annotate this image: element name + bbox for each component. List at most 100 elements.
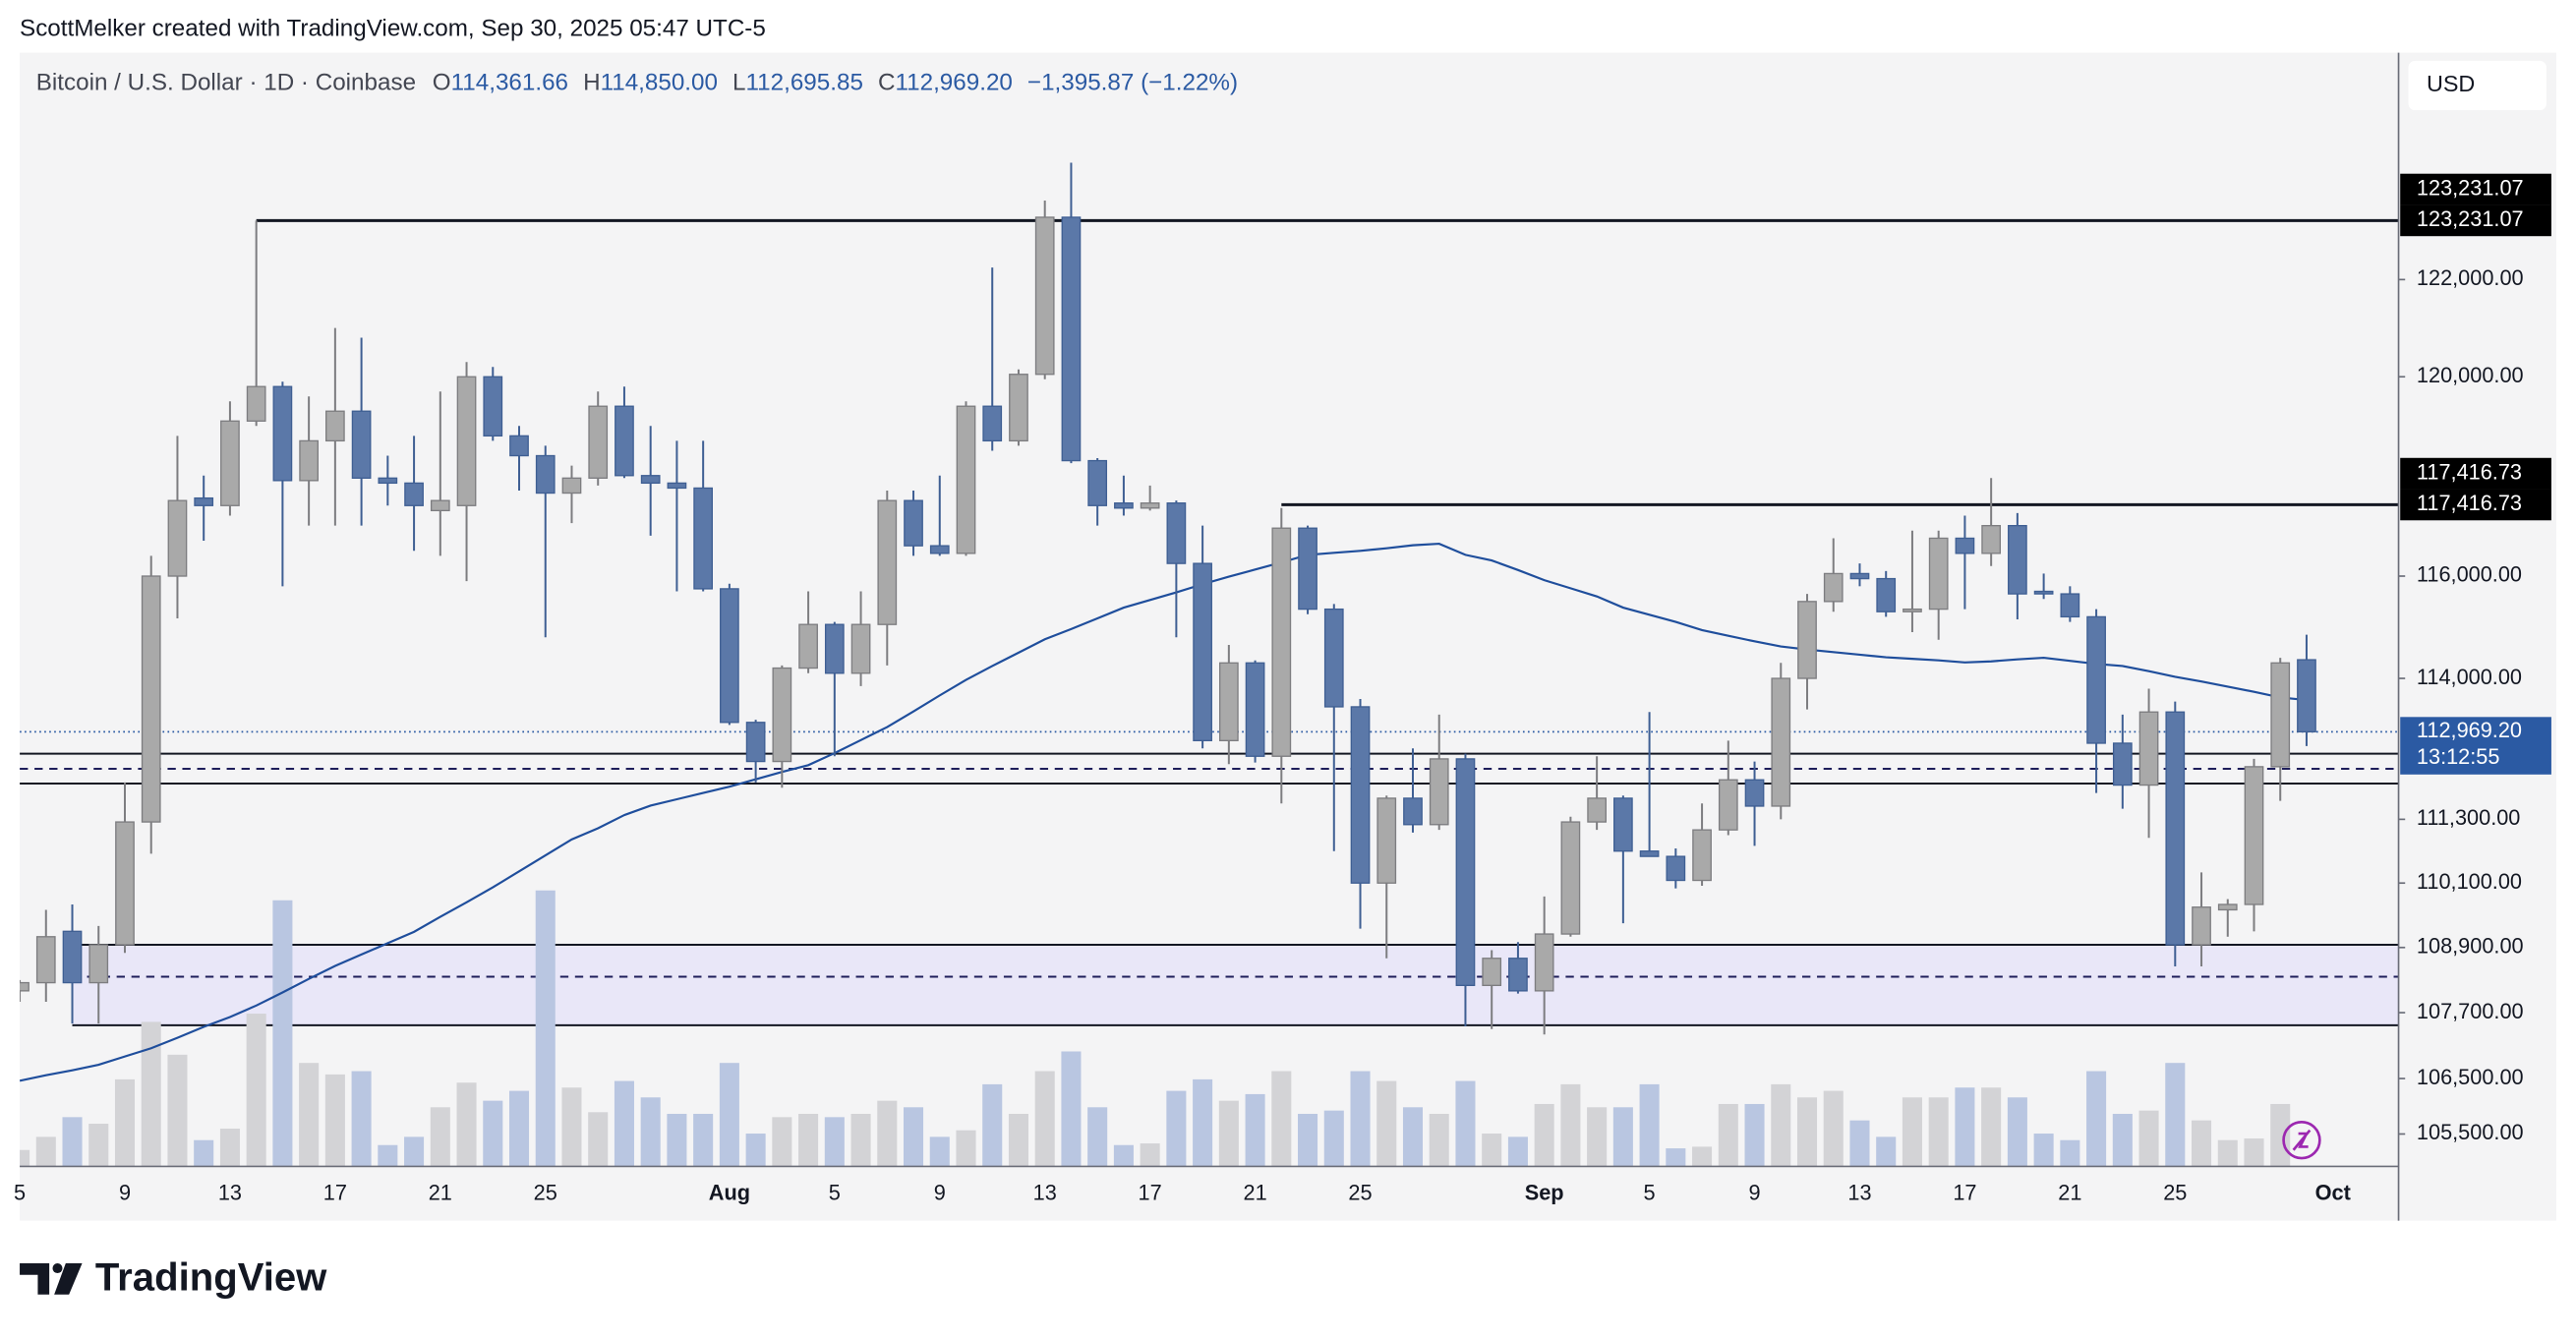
volume-bar <box>1113 1144 1134 1167</box>
volume-bar <box>1008 1113 1028 1167</box>
x-tick-label: 13 <box>1847 1181 1871 1205</box>
level-label: 117,416.73 <box>2417 459 2522 484</box>
icon-ring[interactable] <box>2282 1121 2321 1160</box>
candle-body <box>2033 590 2054 595</box>
volume-bar <box>1402 1107 1424 1167</box>
logo-mark <box>20 1263 50 1295</box>
candle-body <box>194 496 214 506</box>
candle-body <box>1061 216 1082 462</box>
volume-bar <box>1271 1071 1292 1167</box>
candle-body <box>62 930 83 984</box>
volume-bar <box>1796 1097 1818 1167</box>
candle-body <box>299 439 319 482</box>
x-tick-label: 9 <box>119 1181 131 1205</box>
candle-body <box>1928 537 1949 611</box>
volume-bar <box>1876 1136 1897 1167</box>
volume-bar <box>1928 1097 1949 1167</box>
volume-bar <box>2086 1071 2107 1167</box>
candle-body <box>1218 662 1239 741</box>
candle-body <box>115 821 135 946</box>
x-tick-label: 25 <box>534 1181 557 1205</box>
volume-bar <box>2033 1134 2054 1167</box>
candle-body <box>2112 742 2133 786</box>
y-tick-label: 122,000.00 <box>2417 265 2524 290</box>
moving-average <box>20 542 2308 1082</box>
volume-bar <box>508 1090 530 1167</box>
volume-bar <box>904 1107 924 1167</box>
candle-body <box>1587 797 1607 823</box>
candle-body <box>1534 933 1554 992</box>
candle-body <box>1692 829 1712 882</box>
candle-body <box>535 454 556 495</box>
candle-body <box>404 482 424 506</box>
volume-bar <box>1507 1136 1528 1167</box>
candle-body <box>2244 766 2264 905</box>
assistant-icon[interactable] <box>2282 1121 2321 1160</box>
candle-body <box>167 499 188 577</box>
candle-body <box>35 936 56 984</box>
volume-bar <box>35 1136 56 1167</box>
x-tick-label: 21 <box>2058 1181 2081 1205</box>
current-price-box <box>2400 717 2551 775</box>
candle-body <box>2086 615 2106 744</box>
volume-bar <box>1166 1090 1187 1167</box>
axes: 122,000.00 120,000.00 116,000.00 114,000.00… <box>14 173 2551 1205</box>
candle-body <box>1482 958 1502 987</box>
volume-bar <box>430 1107 450 1167</box>
logo-dot <box>52 1263 63 1274</box>
volume-bar <box>2244 1138 2264 1167</box>
volume-bar <box>1955 1087 1975 1167</box>
candle-body <box>2008 524 2027 595</box>
volume-bar <box>1666 1148 1686 1167</box>
legend-value: 112,695.85 <box>746 70 863 96</box>
volume-bar <box>1718 1103 1738 1167</box>
volume-bar <box>2060 1139 2080 1167</box>
y-tick-label: 111,300.00 <box>2417 805 2520 830</box>
x-tick-label: 5 <box>829 1181 841 1205</box>
candle-body <box>141 575 161 823</box>
candle-body <box>615 405 634 477</box>
x-tick-label: 17 <box>323 1181 347 1205</box>
volume-bar <box>1692 1146 1713 1167</box>
volume-bar <box>1298 1113 1318 1167</box>
candle-body <box>456 376 477 506</box>
candle-body <box>220 420 240 506</box>
volume-bar <box>956 1130 976 1167</box>
volume-bar <box>745 1134 766 1167</box>
candle-body <box>2138 711 2159 786</box>
candle-body <box>1403 797 1423 826</box>
candle-body <box>561 477 582 495</box>
icon-bolt[interactable] <box>2292 1129 2312 1151</box>
candle-body <box>1560 821 1581 935</box>
volume-bar <box>141 1021 161 1167</box>
currency[interactable]: USD <box>2427 71 2475 96</box>
level-label: 117,416.73 <box>2417 491 2522 515</box>
candle-body <box>351 410 372 479</box>
volume-bar <box>246 1014 266 1167</box>
x-tick-label: Oct <box>2315 1181 2351 1205</box>
candle-body <box>1271 527 1292 757</box>
volume-bar <box>378 1144 398 1167</box>
volume-bar <box>1534 1103 1554 1167</box>
legend-key: L <box>732 70 745 96</box>
volume-bar <box>2138 1110 2159 1167</box>
volume-bar <box>693 1113 714 1167</box>
brand: TradingView <box>95 1255 327 1299</box>
candle-body <box>640 475 661 485</box>
candle-body <box>904 499 923 547</box>
candle-body <box>1034 216 1055 376</box>
volume-bar <box>1376 1080 1397 1167</box>
candle-body <box>1613 797 1633 852</box>
volume-bar <box>1771 1083 1791 1167</box>
volume-bar <box>62 1117 83 1167</box>
volume-bar <box>1587 1107 1608 1167</box>
volume-bar <box>1744 1103 1765 1167</box>
candle-body <box>745 722 766 763</box>
candle-body <box>1455 758 1476 987</box>
candle-body <box>850 623 871 674</box>
level-label: 123,231.07 <box>2417 175 2524 200</box>
current-price-label: 112,969.20 <box>2417 718 2522 742</box>
candle-body <box>1508 958 1528 992</box>
currency-button[interactable] <box>2408 60 2547 111</box>
